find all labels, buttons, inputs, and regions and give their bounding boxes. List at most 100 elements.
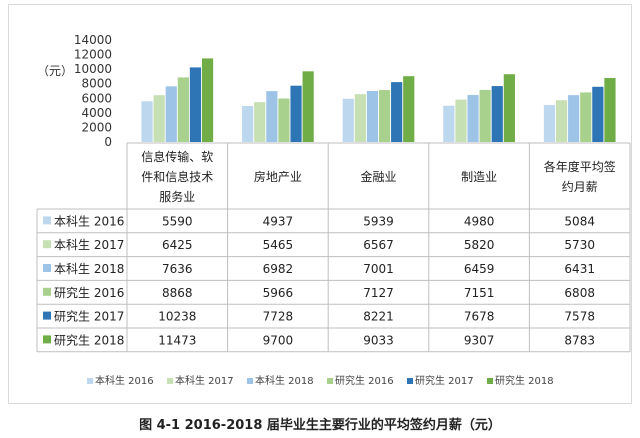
data-label: 9033 — [363, 333, 394, 347]
category-label: 件和信息技术 — [141, 169, 213, 184]
row-legend-key — [43, 216, 51, 225]
legend-label: 研究生 2018 — [495, 374, 554, 387]
chart-frame: 0 2000 4000 6000 8000 10000 12000 14000 （元） 信息传… — [8, 4, 632, 404]
bar — [543, 104, 556, 142]
y-axis-unit-label: （元） — [37, 64, 73, 78]
data-label: 9307 — [464, 333, 495, 347]
row-label: 研究生 2018 — [54, 332, 124, 347]
bar — [201, 58, 214, 143]
row-label: 本科生 2016 — [54, 214, 124, 228]
data-label: 5966 — [263, 286, 294, 300]
data-label: 4980 — [464, 214, 495, 228]
bar — [366, 90, 379, 142]
data-label: 6808 — [564, 286, 595, 300]
bar — [592, 86, 604, 142]
data-label: 6459 — [464, 262, 495, 276]
bar — [290, 85, 302, 142]
legend-key — [407, 378, 413, 384]
data-label: 7728 — [263, 310, 294, 324]
bar — [254, 102, 266, 142]
row-label: 研究生 2017 — [54, 309, 124, 324]
data-label: 5820 — [464, 238, 495, 252]
data-label: 6431 — [564, 262, 595, 276]
row-legend-key — [43, 311, 51, 320]
y-tick-label: 4000 — [81, 106, 112, 120]
category-label: 各年度平均签 — [544, 159, 616, 174]
data-label: 7678 — [464, 310, 495, 324]
data-label: 7636 — [162, 262, 193, 276]
legend-key — [487, 378, 493, 384]
data-label: 6567 — [363, 238, 394, 252]
data-label: 10238 — [158, 310, 196, 324]
bar — [491, 86, 503, 142]
y-tick-label: 0 — [104, 135, 112, 149]
row-legend-key — [43, 287, 51, 296]
category-label: 制造业 — [461, 170, 497, 184]
y-tick-label: 10000 — [74, 62, 112, 76]
data-label: 5084 — [564, 214, 595, 228]
y-tick-label: 6000 — [81, 91, 112, 105]
legend-label: 本科生 2017 — [175, 374, 234, 387]
data-label: 8221 — [363, 310, 394, 324]
bar — [555, 100, 568, 142]
row-label: 本科生 2018 — [54, 262, 124, 276]
category-label: 信息传输、软 — [141, 149, 213, 164]
data-label: 7151 — [464, 286, 495, 300]
legend-key — [87, 378, 93, 384]
bar — [467, 94, 479, 142]
row-legend-key — [43, 335, 51, 344]
row-legend-key — [43, 240, 51, 249]
data-label: 5590 — [162, 214, 193, 228]
data-label: 7127 — [363, 286, 394, 300]
y-tick-label: 14000 — [74, 33, 112, 47]
category-label: 服务业 — [159, 189, 195, 204]
row-label: 研究生 2016 — [54, 285, 124, 300]
data-label: 4937 — [263, 214, 294, 228]
data-label: 7001 — [363, 262, 394, 276]
bar — [568, 95, 580, 142]
data-label: 7578 — [564, 310, 595, 324]
data-label: 5730 — [564, 238, 595, 252]
legend-label: 本科生 2016 — [95, 374, 154, 387]
bar — [165, 86, 177, 142]
data-label: 8868 — [162, 286, 193, 300]
bar — [266, 91, 278, 142]
legend-label: 本科生 2018 — [255, 374, 314, 387]
bar — [278, 98, 290, 142]
bar — [503, 74, 515, 142]
bar — [141, 101, 153, 142]
data-label: 6982 — [263, 262, 294, 276]
category-label: 房地产业 — [254, 169, 302, 184]
bar — [604, 78, 616, 142]
row-legend-key — [43, 264, 51, 272]
y-tick-label: 8000 — [81, 77, 112, 91]
bar — [403, 76, 415, 142]
data-label: 6425 — [162, 238, 193, 252]
bar — [354, 94, 366, 142]
bar — [242, 106, 254, 142]
legend-key — [327, 378, 333, 384]
data-label: 5939 — [363, 214, 394, 228]
bar — [580, 92, 592, 142]
data-label: 11473 — [158, 333, 196, 347]
bar — [177, 77, 189, 142]
y-tick-label: 2000 — [81, 120, 112, 134]
bar — [342, 98, 354, 142]
category-label: 约月薪 — [562, 179, 598, 194]
bar — [189, 67, 202, 142]
legend: 本科生 2016 本科生 2017 本科生 2018 研究生 2016 研究生 2017… — [87, 374, 554, 387]
bar — [153, 95, 165, 142]
bar — [302, 71, 314, 142]
bar — [479, 89, 491, 142]
legend-key — [247, 378, 253, 384]
legend-label: 研究生 2017 — [415, 374, 474, 387]
bar — [443, 105, 455, 142]
bars — [141, 58, 616, 143]
legend-label: 研究生 2016 — [335, 374, 394, 387]
row-label: 本科生 2017 — [54, 238, 124, 252]
figure-caption: 图 4-1 2016-2018 届毕业生主要行业的平均签约月薪（元） — [139, 418, 501, 433]
data-label: 9700 — [263, 333, 294, 347]
category-label: 金融业 — [360, 169, 396, 184]
